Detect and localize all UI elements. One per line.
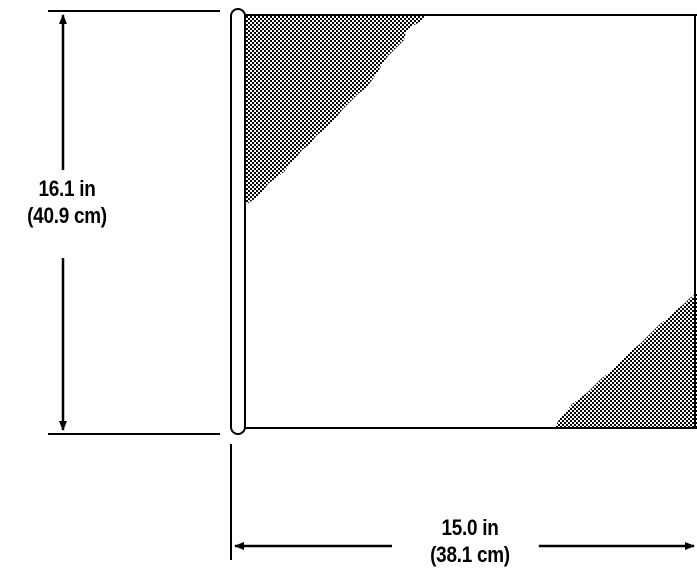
height-inches: 16.1 in (38, 176, 96, 201)
width-dimension-label: 15.0 in (38.1 cm) (401, 512, 539, 568)
height-dimension-label: 16.1 in (40.9 cm) (9, 175, 125, 229)
width-inches: 15.0 in (441, 515, 499, 540)
top-left-shading (245, 16, 425, 205)
bottom-right-shading (555, 293, 697, 427)
width-centimeters: (38.1 cm) (430, 542, 510, 567)
height-centimeters: (40.9 cm) (27, 203, 107, 228)
